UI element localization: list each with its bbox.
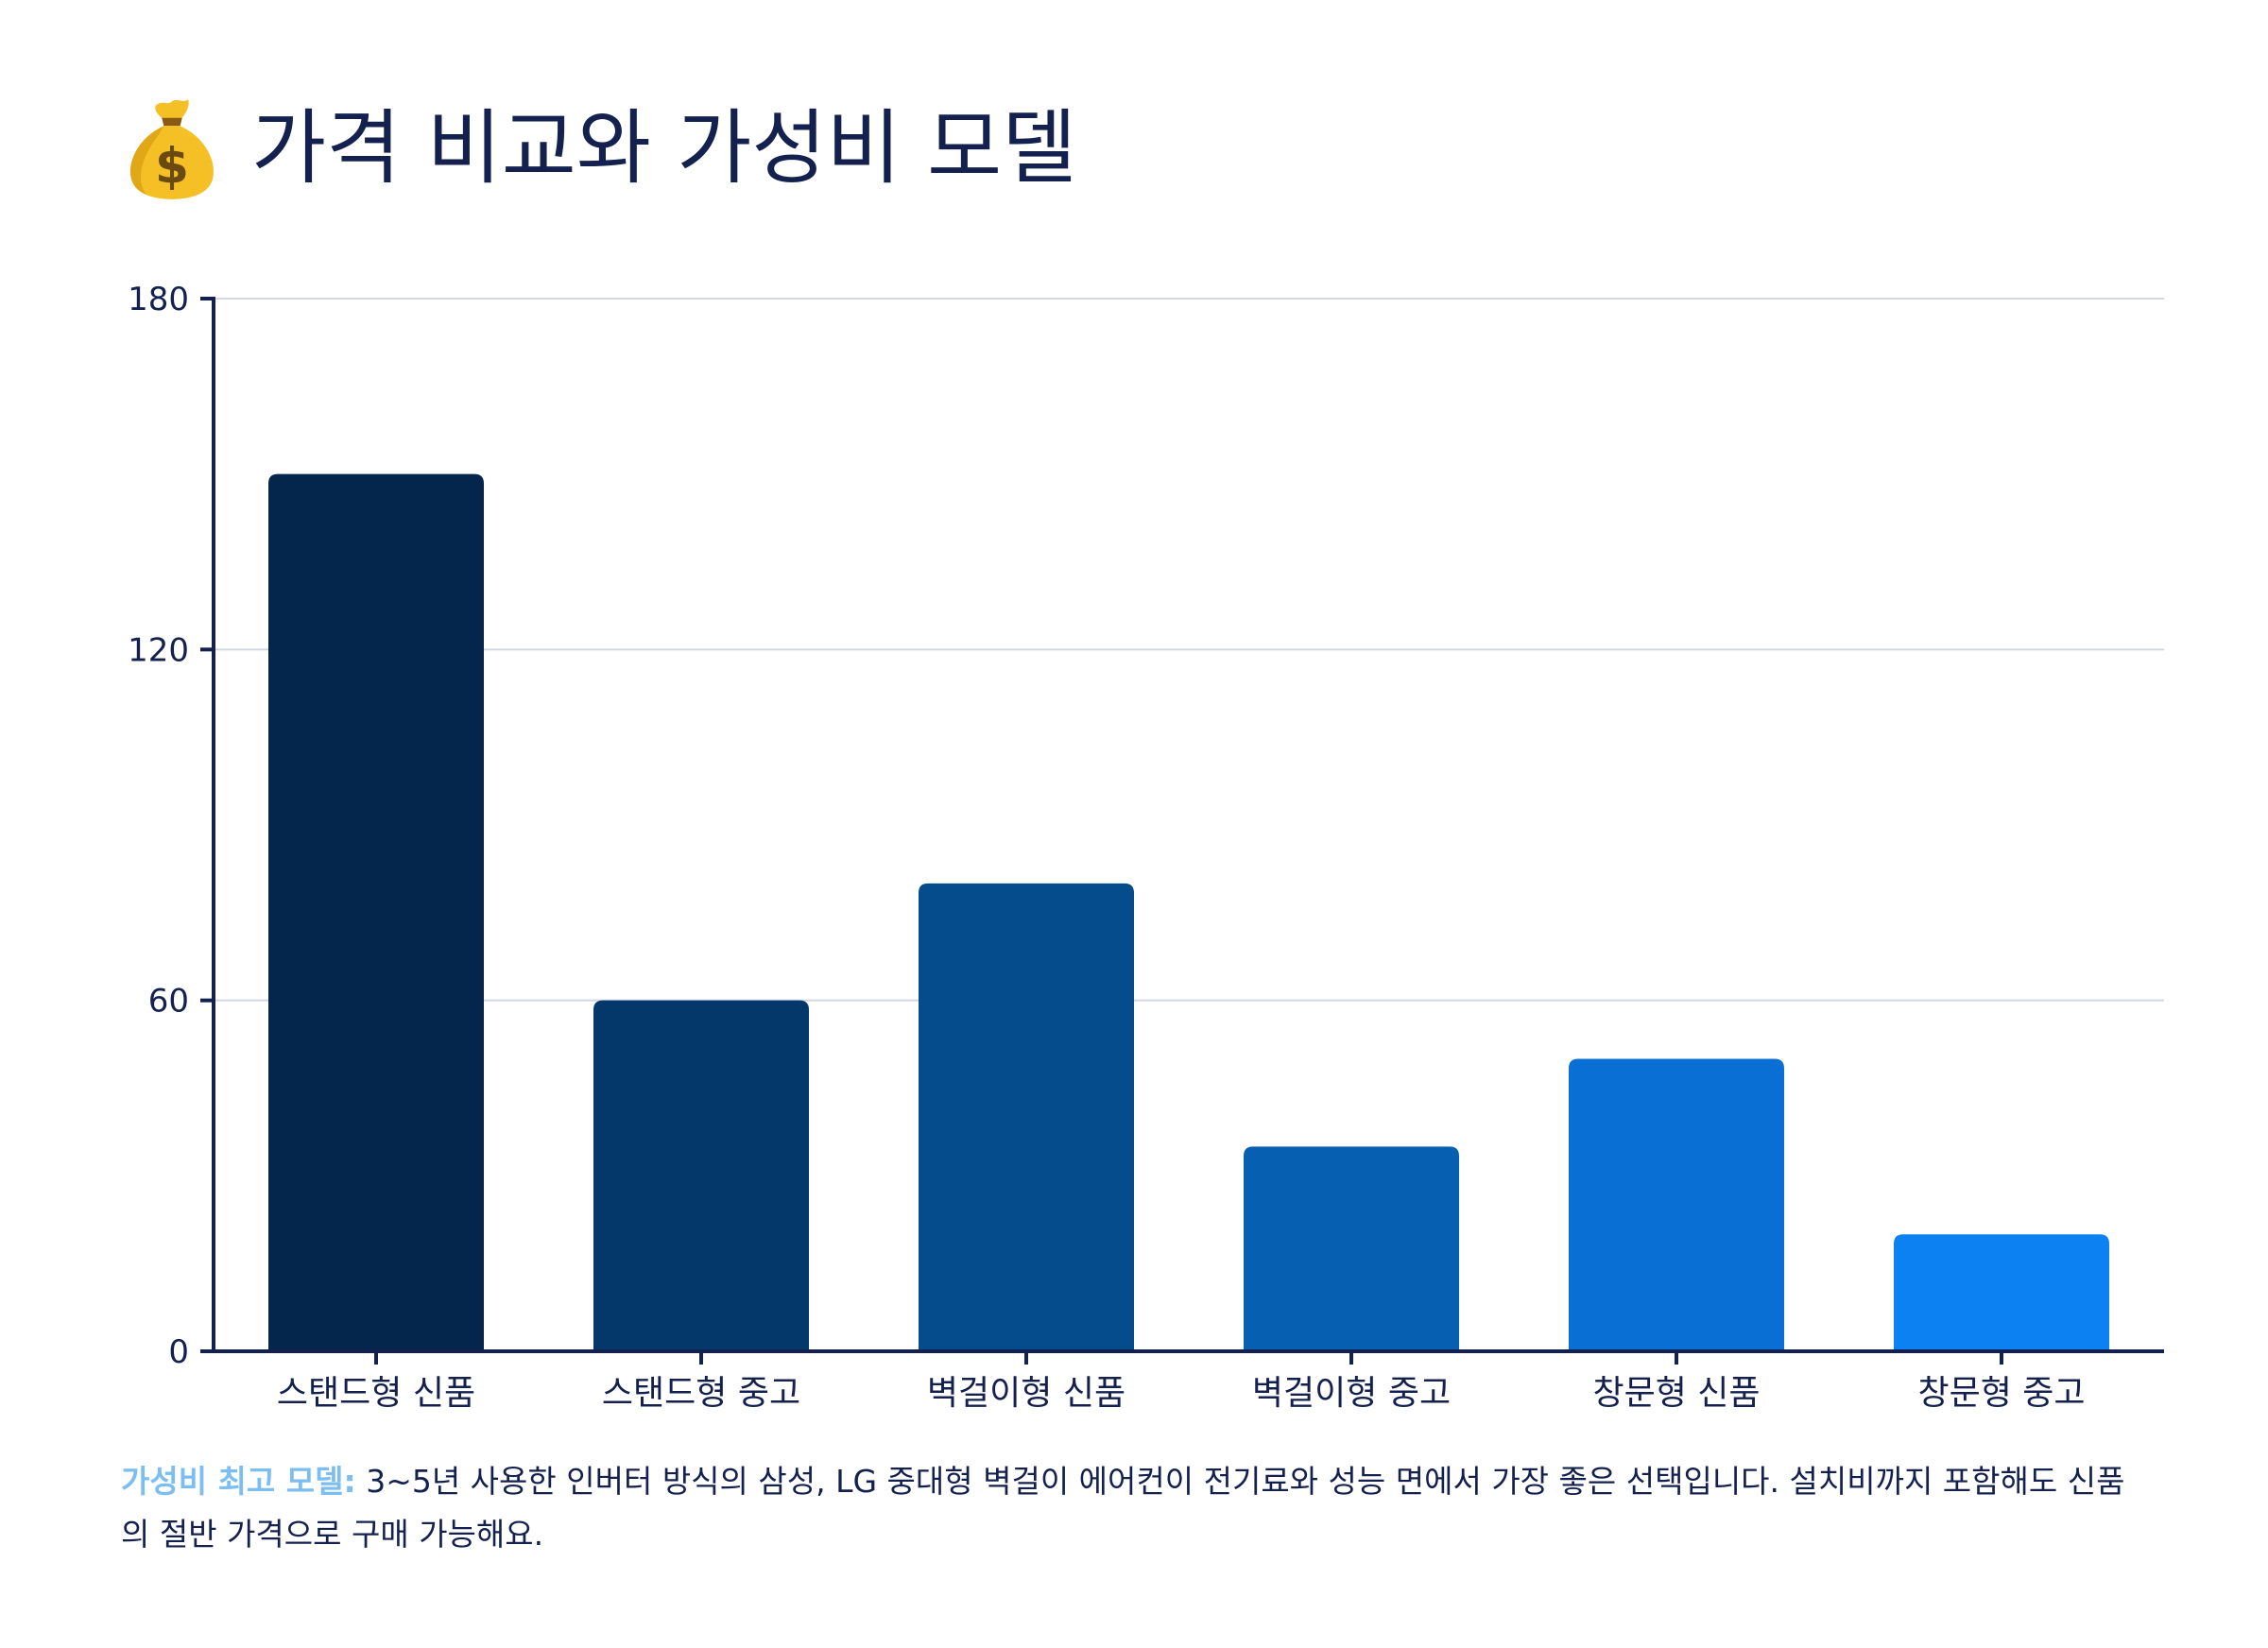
bar <box>1569 1058 1784 1351</box>
best-value-note: 가성비 최고 모델: 3~5년 사용한 인버터 방식의 삼성, LG 중대형 벽… <box>121 1455 2153 1561</box>
bar <box>919 883 1134 1351</box>
y-tick-label: 0 <box>168 1333 189 1371</box>
note-label: 가성비 최고 모델: <box>121 1463 356 1500</box>
x-tick-label: 스탠드형 중고 <box>602 1374 800 1413</box>
bar <box>593 1000 809 1351</box>
bars <box>268 473 2109 1352</box>
y-tick-label: 60 <box>148 983 189 1021</box>
bar <box>268 473 484 1352</box>
title-row: $ 가격 비교와 가성비 모델 <box>121 87 1076 210</box>
x-tick-label: 스탠드형 신품 <box>277 1374 475 1413</box>
x-tick-label: 창문형 신품 <box>1592 1374 1760 1413</box>
note-text: 3~5년 사용한 인버터 방식의 삼성, LG 중대형 벽걸이 에어컨이 전기료… <box>121 1463 2125 1553</box>
bar <box>1244 1146 1459 1351</box>
x-tick-label: 벽걸이형 중고 <box>1252 1374 1451 1413</box>
grid-lines <box>214 298 2164 1002</box>
bar <box>1894 1234 2109 1351</box>
x-tick-label: 벽걸이형 신품 <box>927 1374 1125 1413</box>
svg-text:$: $ <box>155 139 189 196</box>
y-tick-label: 120 <box>128 631 189 669</box>
y-tick-label: 180 <box>128 281 189 318</box>
axes <box>200 297 2164 1365</box>
page-title: 가격 비교와 가성비 모델 <box>251 101 1077 196</box>
money-bag-icon: $ <box>130 99 214 199</box>
tick-labels: 0 60 120 180 스탠드형 신품 스탠드형 중고 벽걸이형 신품 벽걸이형 중고 창문형… <box>128 281 2085 1413</box>
x-tick-label: 창문형 중고 <box>1917 1374 2085 1413</box>
